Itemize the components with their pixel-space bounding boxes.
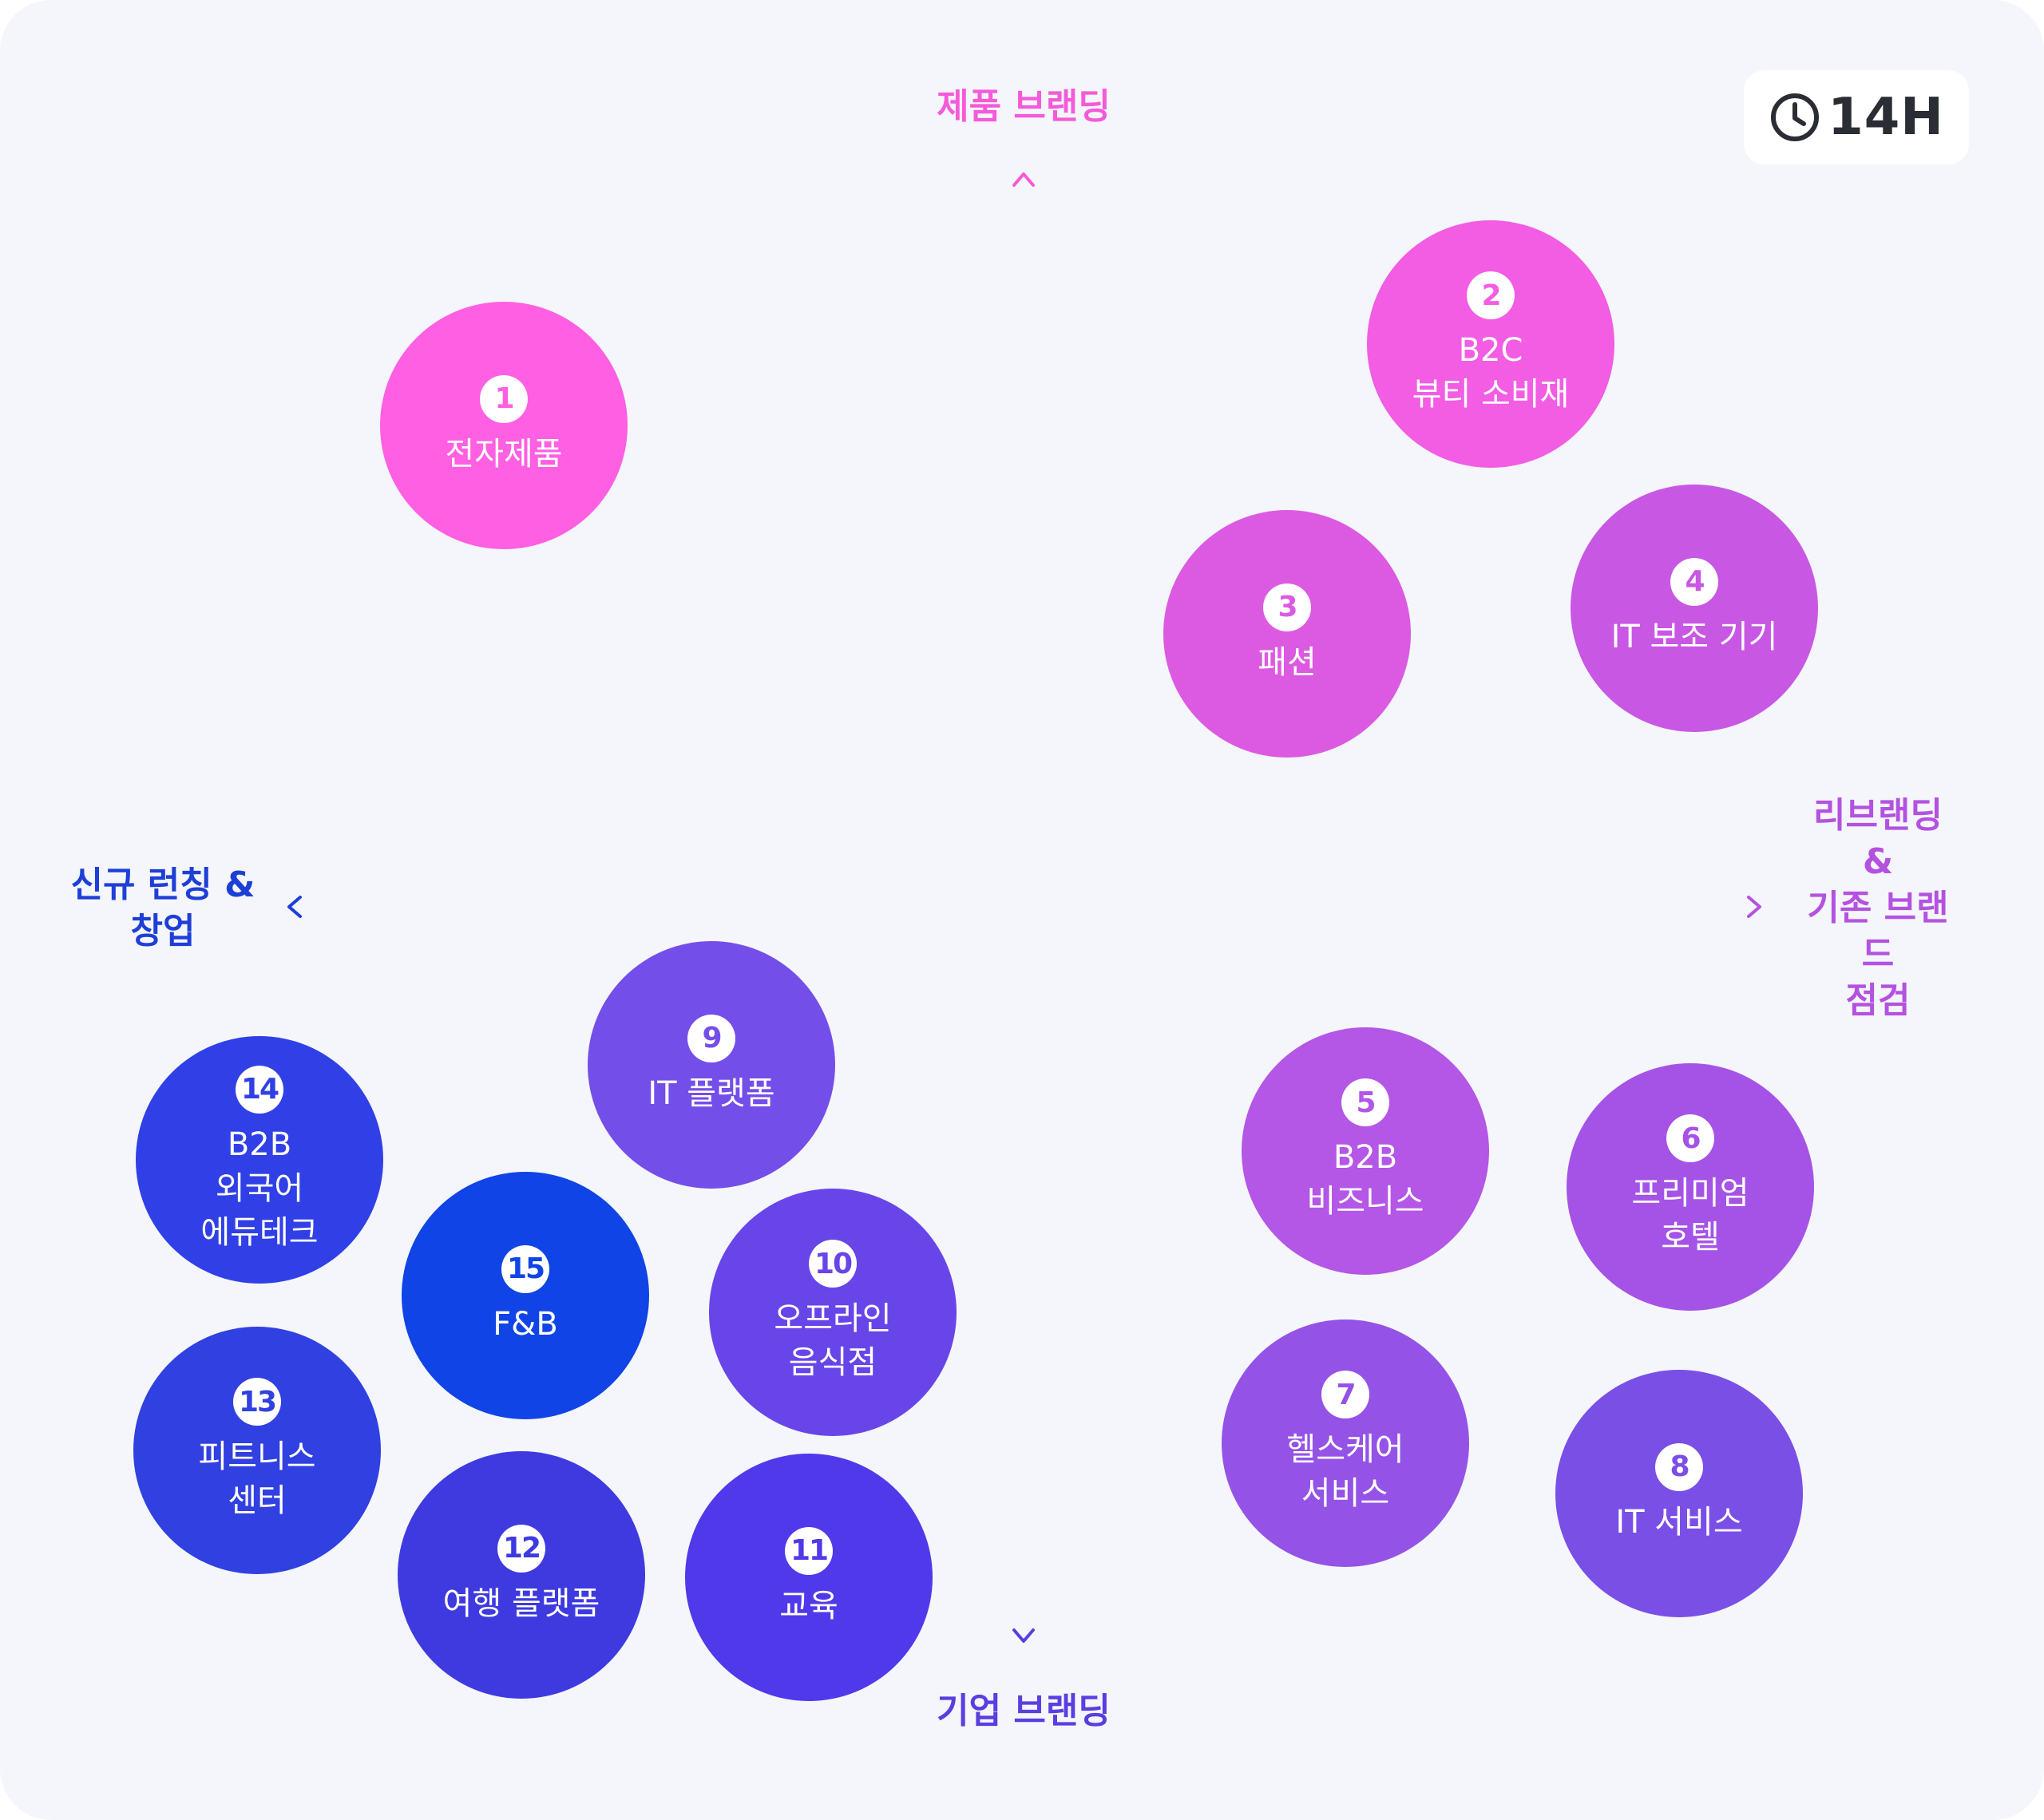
bubble-number: 1 [480, 374, 528, 423]
bubble-3: 3 패션 [1163, 510, 1411, 758]
bubble-number: 11 [785, 1526, 833, 1575]
bubble-label: F&B [493, 1305, 558, 1343]
arrow-right-icon [1747, 896, 1761, 918]
arrow-left-icon [287, 896, 302, 918]
bubble-number: 8 [1655, 1442, 1703, 1491]
bubble-1: 1 전자제품 [380, 302, 628, 549]
bubble-13: 13 피트니스 센터 [133, 1327, 381, 1574]
bubble-label: B2B 비즈니스 [1306, 1139, 1424, 1220]
bubble-number: 7 [1321, 1371, 1369, 1418]
time-value: 14H [1828, 88, 1944, 147]
bubble-5: 5 B2B 비즈니스 [1242, 1027, 1489, 1275]
bubble-number: 9 [687, 1014, 735, 1062]
bubble-label: 헬스케어 서비스 [1286, 1431, 1404, 1512]
bubble-9: 9 IT 플랫폼 [588, 941, 835, 1189]
bubble-14: 14 B2B 외국어 에듀테크 [136, 1036, 383, 1284]
bubble-11: 11 교육 [685, 1454, 933, 1701]
bubble-label: 피트니스 센터 [198, 1438, 316, 1519]
bubble-label: 패션 [1258, 643, 1317, 681]
bubble-number: 15 [501, 1244, 549, 1293]
bubble-label: 프리미엄 호텔 [1631, 1175, 1749, 1256]
bubble-number: 12 [497, 1524, 545, 1573]
bubble-label: 교육 [779, 1587, 838, 1624]
bubble-number: 10 [809, 1240, 857, 1288]
arrow-down-icon [1012, 1628, 1035, 1643]
axis-label-bottom: 기업 브랜딩 [937, 1691, 1111, 1731]
bubble-10: 10 오프라인 음식점 [709, 1189, 957, 1436]
bubble-2: 2 B2C 뷰티 소비재 [1367, 220, 1614, 468]
bubble-label: IT 플랫폼 [648, 1074, 775, 1112]
bubble-label: 오프라인 음식점 [774, 1300, 892, 1381]
bubble-6: 6 프리미엄 호텔 [1567, 1063, 1814, 1311]
bubble-8: 8 IT 서비스 [1555, 1370, 1803, 1617]
bubble-label: IT 보조 기기 [1610, 618, 1778, 655]
bubble-15: 15 F&B [402, 1172, 649, 1419]
bubble-number: 4 [1670, 557, 1718, 606]
bubble-number: 14 [236, 1065, 283, 1114]
bubble-number: 5 [1341, 1078, 1389, 1126]
bubble-number: 3 [1263, 583, 1311, 631]
clock-icon [1771, 93, 1820, 141]
bubble-4: 4 IT 보조 기기 [1571, 485, 1818, 732]
bubble-12: 12 여행 플랫폼 [398, 1451, 645, 1699]
bubble-label: 전자제품 [445, 435, 563, 473]
bubble-number: 13 [233, 1378, 281, 1426]
time-badge: 14H [1744, 70, 1969, 164]
axis-label-right: 리브랜딩 & 기존 브랜드 점검 [1807, 795, 1949, 1021]
bubble-number: 2 [1467, 271, 1515, 319]
bubble-label: IT 서비스 [1615, 1503, 1743, 1541]
axis-label-left: 신규 런칭 & 창업 [70, 864, 256, 952]
arrow-up-icon [1012, 172, 1035, 187]
bubble-label: B2C 뷰티 소비재 [1412, 332, 1570, 413]
bubble-number: 6 [1666, 1114, 1714, 1162]
bubble-7: 7 헬스케어 서비스 [1222, 1320, 1469, 1567]
bubble-label: B2B 외국어 에듀테크 [200, 1126, 319, 1251]
axis-label-top: 제품 브랜딩 [937, 86, 1111, 127]
bubble-label: 여행 플랫폼 [442, 1585, 600, 1622]
